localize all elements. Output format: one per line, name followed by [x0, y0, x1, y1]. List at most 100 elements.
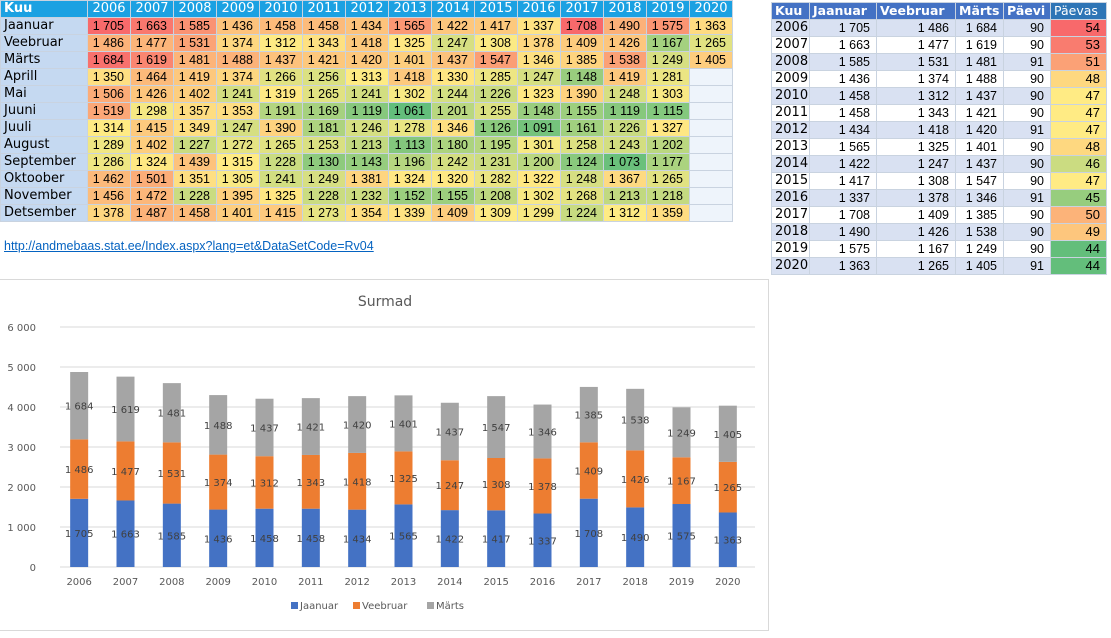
value-cell[interactable]: 1 232 — [345, 187, 389, 205]
value-cell[interactable]: 1 148 — [560, 68, 604, 86]
value-cell[interactable]: 1 201 — [431, 102, 475, 120]
value-cell[interactable]: 1 309 — [474, 204, 518, 222]
value-cell[interactable]: 1 419 — [603, 68, 647, 86]
bar-veebruar[interactable] — [579, 442, 598, 499]
bar-marts[interactable] — [209, 395, 228, 455]
bar-veebruar[interactable] — [394, 451, 413, 505]
paevi-cell[interactable]: 90 — [1003, 223, 1051, 241]
value-cell[interactable]: 1 409 — [431, 204, 475, 222]
paevi-cell[interactable]: 90 — [1003, 172, 1051, 190]
paevi-cell[interactable]: 90 — [1003, 138, 1051, 156]
value-cell[interactable]: 1 242 — [431, 153, 475, 171]
value-cell[interactable]: 1 323 — [517, 85, 561, 103]
month-label[interactable]: Aprill — [0, 68, 88, 86]
value-cell[interactable]: 1 349 — [173, 119, 217, 137]
year-cell[interactable]: 2006 — [771, 19, 810, 37]
paevi-cell[interactable]: 90 — [1003, 155, 1051, 173]
value-cell[interactable]: 1 273 — [302, 204, 346, 222]
value-cell[interactable]: 1 228 — [302, 187, 346, 205]
value-cell[interactable]: 1 305 — [216, 170, 260, 188]
value-cell[interactable]: 1 337 — [517, 17, 561, 35]
paevas-cell[interactable]: 50 — [1050, 206, 1107, 224]
value-cell[interactable]: 1 575 — [646, 17, 690, 35]
value-cell[interactable]: 1 585 — [173, 17, 217, 35]
veebruar-cell[interactable]: 1 312 — [876, 87, 956, 105]
year-cell[interactable]: 2014 — [771, 155, 810, 173]
value-cell[interactable]: 1 249 — [302, 170, 346, 188]
value-cell[interactable]: 1 208 — [474, 187, 518, 205]
paevi-cell[interactable]: 90 — [1003, 19, 1051, 37]
empty-cell[interactable] — [689, 68, 733, 86]
value-cell[interactable]: 1 378 — [517, 34, 561, 52]
value-cell[interactable]: 1 486 — [87, 34, 131, 52]
value-cell[interactable]: 1 155 — [560, 102, 604, 120]
paevi-cell[interactable]: 91 — [1003, 257, 1051, 275]
bar-veebruar[interactable] — [487, 458, 506, 511]
value-cell[interactable]: 1 325 — [388, 34, 432, 52]
value-cell[interactable]: 1 330 — [431, 68, 475, 86]
empty-cell[interactable] — [689, 204, 733, 222]
value-cell[interactable]: 1 418 — [388, 68, 432, 86]
month-label[interactable]: Jaanuar — [0, 17, 88, 35]
year-cell[interactable]: 2020 — [771, 257, 810, 275]
paevi-cell[interactable]: 90 — [1003, 240, 1051, 258]
value-cell[interactable]: 1 401 — [388, 51, 432, 69]
value-cell[interactable]: 1 322 — [517, 170, 561, 188]
value-cell[interactable]: 1 402 — [173, 85, 217, 103]
marts-cell[interactable]: 1 538 — [955, 223, 1004, 241]
value-cell[interactable]: 1 202 — [646, 136, 690, 154]
value-cell[interactable]: 1 378 — [87, 204, 131, 222]
month-label[interactable]: Mai — [0, 85, 88, 103]
bar-marts[interactable] — [255, 398, 274, 457]
bar-jaanuar[interactable] — [533, 513, 552, 567]
jaanuar-cell[interactable]: 1 417 — [809, 172, 877, 190]
legend-item[interactable]: Jaanuar — [291, 601, 339, 612]
value-cell[interactable]: 1 458 — [259, 17, 303, 35]
value-cell[interactable]: 1 265 — [689, 34, 733, 52]
marts-cell[interactable]: 1 346 — [955, 189, 1004, 207]
value-cell[interactable]: 1 126 — [474, 119, 518, 137]
jaanuar-cell[interactable]: 1 422 — [809, 155, 877, 173]
value-cell[interactable]: 1 302 — [517, 187, 561, 205]
bar-jaanuar[interactable] — [672, 504, 691, 567]
marts-cell[interactable]: 1 437 — [955, 155, 1004, 173]
value-cell[interactable]: 1 255 — [474, 102, 518, 120]
jaanuar-cell[interactable]: 1 708 — [809, 206, 877, 224]
value-cell[interactable]: 1 167 — [646, 34, 690, 52]
bar-marts[interactable] — [579, 386, 598, 443]
bar-marts[interactable] — [162, 383, 181, 443]
bar-veebruar[interactable] — [718, 461, 737, 513]
marts-cell[interactable]: 1 405 — [955, 257, 1004, 275]
value-cell[interactable]: 1 244 — [431, 85, 475, 103]
month-label[interactable]: September — [0, 153, 88, 171]
deaths-chart[interactable]: Surmad 0 1 000 2 000 3 000 4 000 5 000 6 000 1… — [0, 279, 769, 631]
paevi-cell[interactable]: 91 — [1003, 189, 1051, 207]
empty-cell[interactable] — [689, 102, 733, 120]
value-cell[interactable]: 1 248 — [603, 85, 647, 103]
value-cell[interactable]: 1 487 — [130, 204, 174, 222]
value-cell[interactable]: 1 155 — [431, 187, 475, 205]
value-cell[interactable]: 1 289 — [87, 136, 131, 154]
bar-veebruar[interactable] — [533, 458, 552, 514]
value-cell[interactable]: 1 327 — [646, 119, 690, 137]
value-cell[interactable]: 1 226 — [603, 119, 647, 137]
value-cell[interactable]: 1 303 — [646, 85, 690, 103]
value-cell[interactable]: 1 409 — [560, 34, 604, 52]
paevi-cell[interactable]: 90 — [1003, 104, 1051, 122]
paevas-cell[interactable]: 47 — [1050, 104, 1107, 122]
paevas-cell[interactable]: 48 — [1050, 138, 1107, 156]
year-cell[interactable]: 2011 — [771, 104, 810, 122]
veebruar-cell[interactable]: 1 378 — [876, 189, 956, 207]
year-cell[interactable]: 2016 — [771, 189, 810, 207]
value-cell[interactable]: 1 152 — [388, 187, 432, 205]
value-cell[interactable]: 1 298 — [130, 102, 174, 120]
value-cell[interactable]: 1 180 — [431, 136, 475, 154]
value-cell[interactable]: 1 477 — [130, 34, 174, 52]
value-cell[interactable]: 1 241 — [345, 85, 389, 103]
month-label[interactable]: Oktoober — [0, 170, 88, 188]
value-cell[interactable]: 1 265 — [646, 170, 690, 188]
value-cell[interactable]: 1 353 — [216, 102, 260, 120]
veebruar-cell[interactable]: 1 325 — [876, 138, 956, 156]
veebruar-cell[interactable]: 1 477 — [876, 36, 956, 54]
marts-cell[interactable]: 1 437 — [955, 87, 1004, 105]
